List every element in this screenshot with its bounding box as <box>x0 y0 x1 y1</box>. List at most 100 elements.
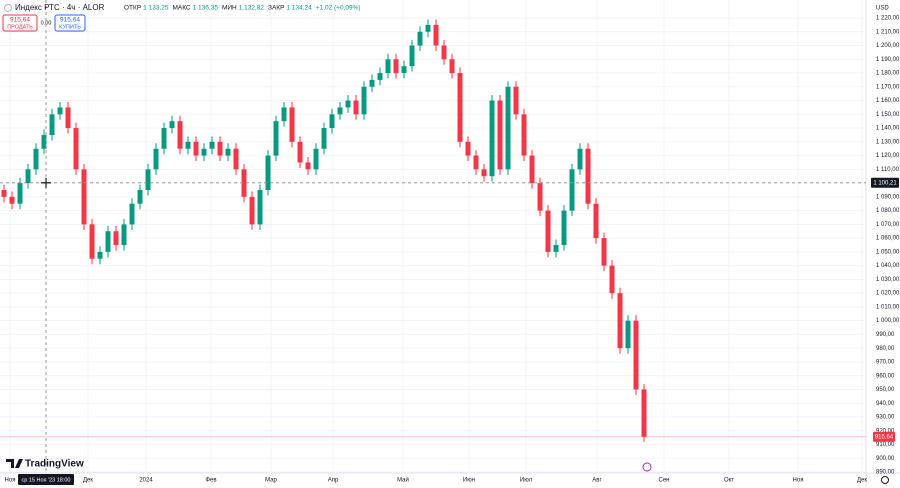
candle-body <box>337 107 343 115</box>
event-icon[interactable] <box>642 462 652 472</box>
currency[interactable]: USD <box>876 6 889 12</box>
change: +1,02 (+0,09%) <box>316 5 361 12</box>
candle-body <box>289 107 295 142</box>
candle-body <box>129 203 135 225</box>
candle-body <box>257 189 263 225</box>
candle-body <box>617 293 623 349</box>
candle-body <box>545 210 551 252</box>
candle-body <box>473 155 479 170</box>
candle-body <box>313 148 319 170</box>
buy-button[interactable] <box>54 14 86 32</box>
y-tick-label: 1 140,00 <box>876 126 900 132</box>
candle-body <box>577 148 583 170</box>
candle-body <box>81 169 87 225</box>
candle-body <box>121 224 127 245</box>
y-tick-label: 1 180,00 <box>876 71 900 77</box>
crosshair-time-label: ср 15 Ноя '23 18:00 <box>22 477 71 483</box>
buy-label: КУПИТЬ <box>59 24 81 30</box>
candle-body <box>41 134 47 149</box>
y-tick-label: 1 160,00 <box>876 98 900 104</box>
sell-label: ПРОДАТЬ <box>7 24 33 30</box>
spread: 0.00 <box>41 20 52 26</box>
symbol-title: Индекс РТС · 4ч · ALOR <box>15 3 105 12</box>
ohlc-value: 1 134,24 <box>286 5 312 12</box>
candle-body <box>393 59 399 74</box>
candle-body <box>361 86 367 115</box>
y-tick-label: 1 050,00 <box>876 249 900 255</box>
y-tick-label: 990,00 <box>876 332 895 338</box>
y-tick-label: 1 070,00 <box>876 222 900 228</box>
last-price-label: 915,64 <box>875 434 894 440</box>
buy-price: 915,64 <box>60 17 80 24</box>
candle-body <box>641 389 647 437</box>
candle-body <box>449 59 455 74</box>
x-tick-label: Ноя <box>793 478 804 484</box>
candle-body <box>89 224 95 259</box>
y-tick-label: 1 170,00 <box>876 84 900 90</box>
candle-body <box>489 100 495 177</box>
candle-body <box>601 238 607 266</box>
y-tick-label: 1 010,00 <box>876 304 900 310</box>
candle-body <box>217 141 223 156</box>
candle-body <box>201 148 207 156</box>
x-tick-label: Сен <box>659 478 670 484</box>
candle-body <box>457 73 463 142</box>
candle-body <box>321 128 327 149</box>
x-tick-label: Май <box>397 477 409 484</box>
y-tick-label: 1 150,00 <box>876 112 900 118</box>
y-tick-label: 940,00 <box>876 401 895 407</box>
candle-body <box>153 148 159 170</box>
x-tick-label: Июл <box>520 478 533 484</box>
settings-icon[interactable] <box>881 476 889 484</box>
ohlc-value: 1 132,82 <box>239 5 265 12</box>
candle-body <box>97 251 103 259</box>
candle-body <box>233 148 239 170</box>
candle-body <box>537 183 543 211</box>
candle-body <box>513 86 519 115</box>
candle-body <box>305 162 311 170</box>
y-tick-label: 1 210,00 <box>876 29 900 35</box>
sell-button[interactable] <box>2 14 38 32</box>
candle-body <box>177 121 183 149</box>
candle-body <box>9 196 15 204</box>
candle-body <box>209 141 215 149</box>
y-tick-label: 1 020,00 <box>876 291 900 297</box>
candle-body <box>441 45 447 60</box>
ohlc-label: МИН <box>222 5 237 12</box>
x-tick-label: Дек <box>83 478 93 484</box>
candle-body <box>625 320 631 349</box>
x-tick-label: Мар <box>265 478 277 484</box>
candle-body <box>73 128 79 170</box>
candle-body <box>225 148 231 156</box>
candle-body <box>369 79 375 87</box>
candle-body <box>193 141 199 156</box>
y-tick-label: 1 110,00 <box>876 167 900 173</box>
candle-body <box>609 265 615 294</box>
candle-body <box>65 107 71 129</box>
candle-body <box>1 189 7 197</box>
y-tick-label: 1 220,00 <box>876 16 900 22</box>
y-tick-label: 980,00 <box>876 346 895 352</box>
crosshair-price-tag <box>871 177 899 188</box>
y-tick-label: 920,00 <box>876 428 895 434</box>
logo: TradingView <box>25 459 84 470</box>
x-tick-label: 2024 <box>139 478 153 484</box>
candle-body <box>569 169 575 211</box>
y-tick-label: 970,00 <box>876 360 895 366</box>
candle-body <box>425 24 431 32</box>
x-tick-label: Дек <box>857 478 867 484</box>
candle-body <box>561 210 567 245</box>
crosshair-price-label: 1 100,21 <box>873 180 897 186</box>
candle-body <box>145 169 151 190</box>
candle-body <box>521 114 527 156</box>
y-tick-label: 950,00 <box>876 387 895 393</box>
x-tick-label: Июн <box>463 478 475 484</box>
candle-body <box>273 121 279 156</box>
y-tick-label: 900,00 <box>876 456 895 462</box>
candle-body <box>345 100 351 108</box>
logo-icon <box>6 459 23 468</box>
ohlc-label: МАКС <box>172 5 190 12</box>
